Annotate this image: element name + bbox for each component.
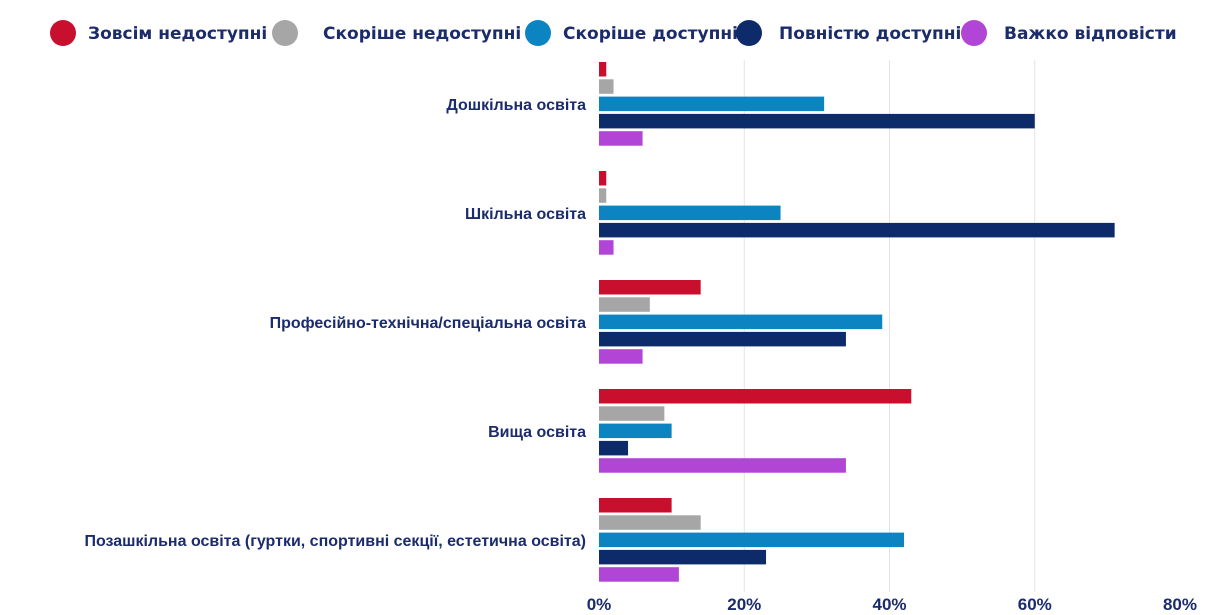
bar-4-3	[599, 423, 672, 439]
legend-label-4: Повністю доступні	[779, 24, 961, 44]
bar-group-5	[599, 498, 905, 582]
legend-swatch-2	[272, 20, 298, 46]
legend-swatch-4	[736, 20, 762, 46]
legend-swatch-3	[525, 20, 551, 46]
x-tick-label-0: 0%	[587, 595, 612, 614]
bar-5-1	[599, 498, 672, 513]
bar-2-1	[599, 171, 607, 186]
bar-1-3	[599, 96, 825, 112]
bar-group-4	[599, 389, 912, 473]
legend-label-3: Скоріше доступні	[563, 24, 738, 44]
bar-2-4	[599, 222, 1115, 238]
legend-swatch-1	[50, 20, 76, 46]
category-label-4: Вища освіта	[488, 424, 586, 441]
bar-3-1	[599, 280, 701, 295]
x-tick-label-60: 60%	[1018, 595, 1052, 614]
legend-label-2: Скоріше недоступні	[323, 24, 521, 44]
bars	[599, 62, 1115, 582]
x-axis-ticks: 0% 20% 40% 60% 80%	[587, 595, 1197, 614]
bar-1-5	[599, 131, 643, 146]
bar-3-5	[599, 349, 643, 364]
bar-4-2	[599, 406, 665, 421]
x-tick-label-40: 40%	[872, 595, 906, 614]
legend-label-5: Важко відповісти	[1004, 24, 1177, 44]
bar-group-2	[599, 171, 1115, 255]
bar-5-4	[599, 549, 767, 565]
category-label-3: Професійно-технічна/спеціальна освіта	[270, 315, 587, 332]
bar-3-3	[599, 314, 883, 330]
legend-label-1: Зовсім недоступні	[88, 24, 267, 44]
bar-3-2	[599, 297, 650, 312]
bar-4-1	[599, 389, 912, 404]
bar-4-4	[599, 440, 629, 456]
bar-2-5	[599, 240, 614, 255]
bar-1-2	[599, 79, 614, 94]
bar-1-1	[599, 62, 607, 77]
bar-2-2	[599, 188, 607, 203]
category-label-2: Шкільна освіта	[465, 206, 586, 223]
category-labels: Дошкільна освіта Шкільна освіта Професійно…	[84, 97, 586, 550]
bar-5-2	[599, 515, 701, 530]
bar-group-3	[599, 280, 883, 364]
category-label-5: Позашкільна освіта (гуртки, спортивні се…	[84, 533, 586, 550]
legend: Зовсім недоступні Скоріше недоступні Скорі…	[50, 20, 1177, 46]
bar-5-5	[599, 567, 679, 582]
bar-5-3	[599, 532, 905, 548]
bar-2-3	[599, 205, 781, 221]
bar-group-1	[599, 62, 1035, 146]
bar-1-4	[599, 113, 1035, 129]
bar-4-5	[599, 458, 846, 473]
x-tick-label-80: 80%	[1163, 595, 1197, 614]
legend-swatch-5	[961, 20, 987, 46]
category-label-1: Дошкільна освіта	[446, 97, 586, 114]
bar-3-4	[599, 331, 846, 347]
x-tick-label-20: 20%	[727, 595, 761, 614]
